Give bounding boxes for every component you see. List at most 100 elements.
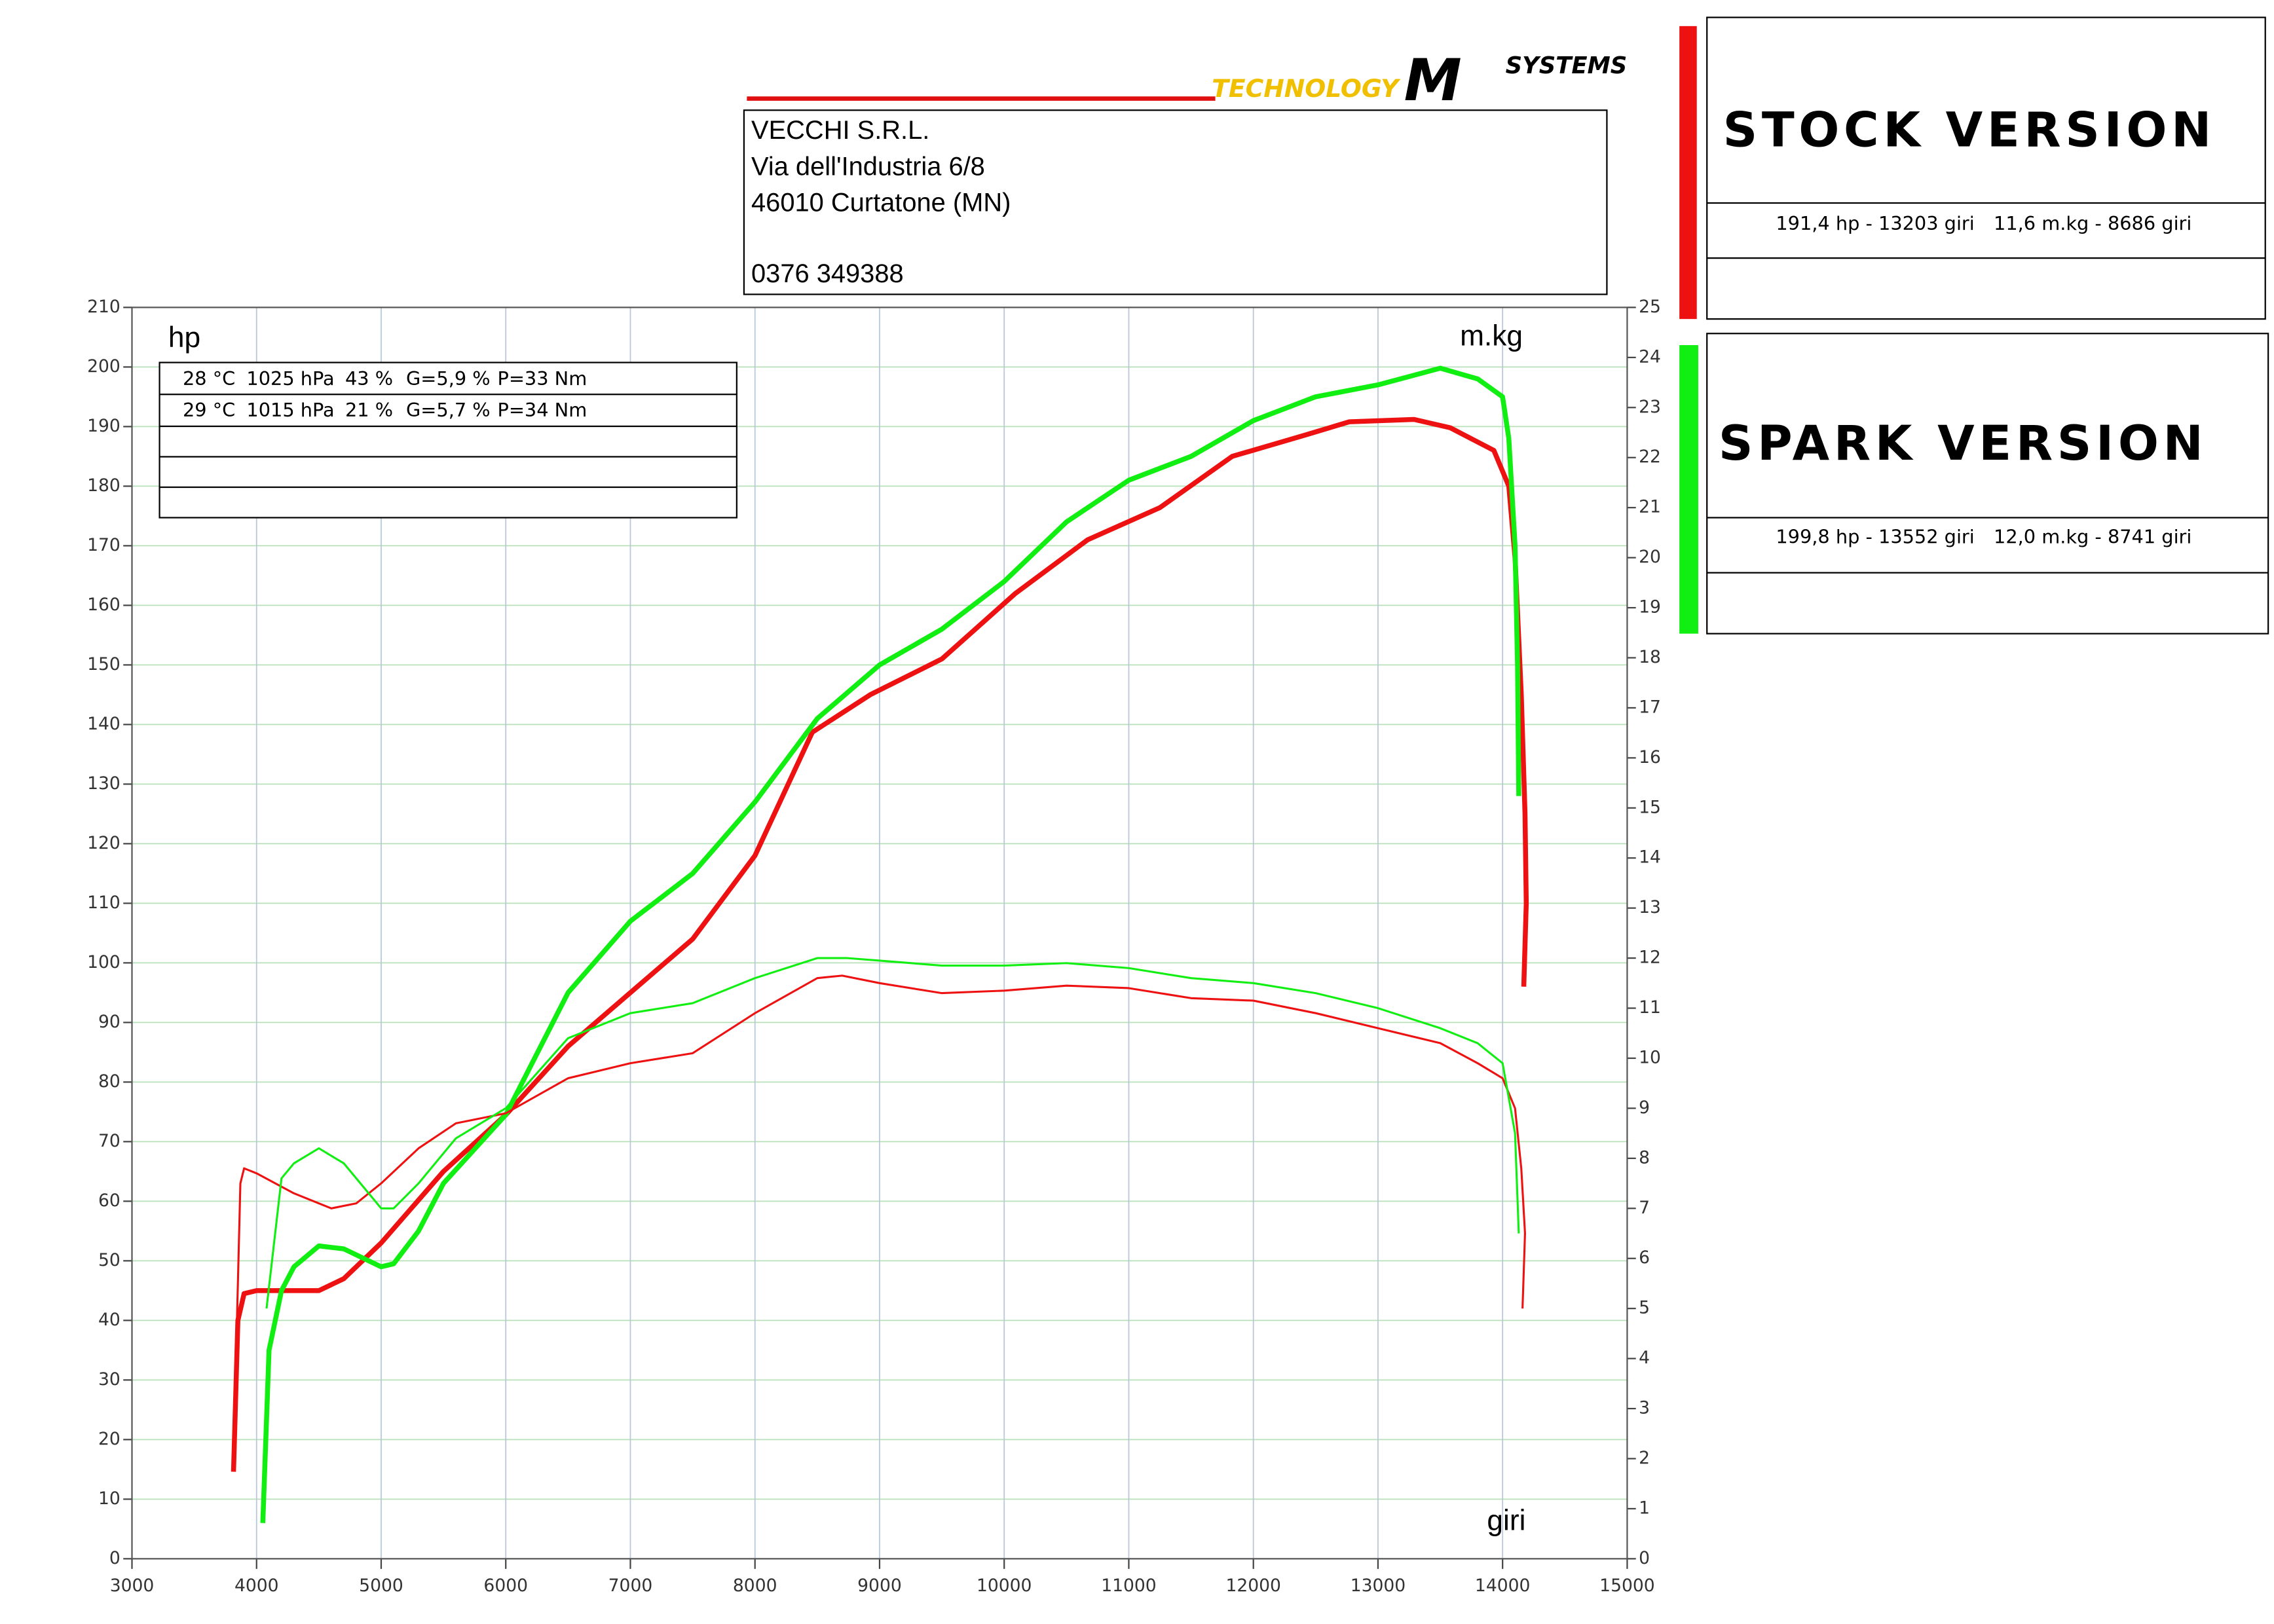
y-tick-label: 170 <box>87 535 121 555</box>
plot-frame <box>131 306 1628 1560</box>
series-line <box>233 974 1526 1434</box>
y2-tick-label: 15 <box>1639 797 1661 817</box>
y2-tick-label: 11 <box>1639 997 1661 1018</box>
y2-tick-label: 10 <box>1639 1047 1661 1067</box>
y2-tick-label: 3 <box>1639 1398 1650 1418</box>
legend-swatch <box>1679 26 1697 320</box>
y2-tick-label: 18 <box>1639 647 1661 667</box>
y-tick-label: 140 <box>87 714 121 734</box>
y-tick-label: 150 <box>87 654 121 674</box>
y2-tick-label: 24 <box>1639 346 1661 367</box>
conditions-cell: 21 % <box>345 399 393 421</box>
legend-box <box>1706 333 2269 635</box>
conditions-cell: G=5,7 % <box>406 399 491 421</box>
conditions-box <box>158 361 737 519</box>
y2-tick-label: 6 <box>1639 1247 1650 1268</box>
y2-tick-label: 17 <box>1639 697 1661 717</box>
x-tick-label: 3000 <box>110 1576 155 1596</box>
legend-title: STOCK VERSION <box>1723 103 2216 158</box>
y-tick-label: 180 <box>87 475 121 496</box>
series-line <box>265 957 1520 1309</box>
conditions-cell: G=5,9 % <box>406 367 491 390</box>
y2-tick-label: 12 <box>1639 948 1661 968</box>
conditions-cell: 29 °C <box>183 399 235 421</box>
y-tick-label: 40 <box>98 1310 121 1330</box>
y2-tick-label: 4 <box>1639 1348 1650 1368</box>
x-tick-label: 7000 <box>608 1576 653 1596</box>
y2-tick-label: 16 <box>1639 747 1661 767</box>
conditions-cell: 43 % <box>345 367 393 390</box>
y-tick-label: 120 <box>87 833 121 853</box>
address-line: VECCHI S.R.L. <box>751 116 929 145</box>
series-line <box>260 365 1521 1523</box>
y-tick-label: 50 <box>98 1250 121 1270</box>
y-axis-label: hp <box>168 322 200 354</box>
y-tick-label: 80 <box>98 1071 121 1092</box>
y-tick-label: 90 <box>98 1012 121 1032</box>
x-tick-label: 8000 <box>733 1576 777 1596</box>
x-axis-label: giri <box>1487 1505 1525 1537</box>
x-tick-label: 10000 <box>977 1576 1032 1596</box>
y-tick-label: 110 <box>87 893 121 913</box>
y-tick-label: 200 <box>87 356 121 377</box>
y-tick-label: 190 <box>87 416 121 436</box>
y2-tick-label: 13 <box>1639 897 1661 917</box>
x-tick-label: 5000 <box>359 1576 403 1596</box>
logo-text: TECHNOLOGY <box>1212 74 1401 103</box>
conditions-cell: P=33 Nm <box>498 367 587 390</box>
legend-torque: 12,0 m.kg - 8741 giri <box>1994 526 2191 548</box>
logo-text: SYSTEMS <box>1506 52 1628 79</box>
legend-power: 199,8 hp - 13552 giri <box>1776 526 1974 548</box>
conditions-cell: 1025 hPa <box>246 367 334 390</box>
x-tick-label: 6000 <box>483 1576 528 1596</box>
address-line: Via dell'Industria 6/8 <box>751 152 985 181</box>
legend-title: SPARK VERSION <box>1719 416 2207 471</box>
logo-mark: M <box>1404 46 1462 114</box>
y2-tick-label: 25 <box>1639 297 1661 317</box>
y-tick-label: 10 <box>98 1488 121 1509</box>
y-tick-label: 30 <box>98 1369 121 1390</box>
y2-tick-label: 22 <box>1639 447 1661 467</box>
y2-tick-label: 8 <box>1639 1147 1650 1168</box>
legend-power: 191,4 hp - 13203 giri <box>1776 212 1974 234</box>
y2-tick-label: 14 <box>1639 847 1661 868</box>
legend-swatch <box>1679 345 1698 634</box>
y-tick-label: 60 <box>98 1190 121 1211</box>
series-line <box>231 416 1529 1472</box>
legend-torque: 11,6 m.kg - 8686 giri <box>1994 212 2191 234</box>
y2-tick-label: 5 <box>1639 1298 1650 1318</box>
y2-axis-label: m.kg <box>1460 320 1523 352</box>
x-tick-label: 13000 <box>1351 1576 1406 1596</box>
conditions-cell: 28 °C <box>183 367 235 390</box>
y2-tick-label: 9 <box>1639 1098 1650 1118</box>
x-tick-label: 4000 <box>234 1576 279 1596</box>
y2-tick-label: 2 <box>1639 1448 1650 1468</box>
y-tick-label: 130 <box>87 773 121 794</box>
y-tick-label: 210 <box>87 297 121 317</box>
x-tick-label: 12000 <box>1225 1576 1281 1596</box>
conditions-cell: 1015 hPa <box>246 399 334 421</box>
y2-tick-label: 23 <box>1639 397 1661 417</box>
y2-tick-label: 20 <box>1639 547 1661 567</box>
conditions-cell: P=34 Nm <box>498 399 587 421</box>
y2-tick-label: 19 <box>1639 597 1661 618</box>
y-tick-label: 100 <box>87 952 121 972</box>
y-tick-label: 20 <box>98 1429 121 1449</box>
y2-tick-label: 7 <box>1639 1198 1650 1218</box>
legend-box <box>1706 16 2266 320</box>
x-tick-label: 15000 <box>1599 1576 1655 1596</box>
address-box <box>743 109 1608 295</box>
y2-tick-label: 0 <box>1639 1548 1650 1568</box>
y2-tick-label: 1 <box>1639 1498 1650 1518</box>
x-tick-label: 9000 <box>857 1576 902 1596</box>
y-tick-label: 0 <box>109 1548 121 1568</box>
y2-tick-label: 21 <box>1639 497 1661 517</box>
x-tick-label: 14000 <box>1475 1576 1531 1596</box>
y-tick-label: 70 <box>98 1131 121 1151</box>
address-line: 0376 349388 <box>751 259 904 288</box>
address-line: 46010 Curtatone (MN) <box>751 189 1011 217</box>
y-tick-label: 160 <box>87 595 121 615</box>
plot: 0102030405060708090100110120130140150160… <box>87 297 1661 1596</box>
x-tick-label: 11000 <box>1101 1576 1157 1596</box>
